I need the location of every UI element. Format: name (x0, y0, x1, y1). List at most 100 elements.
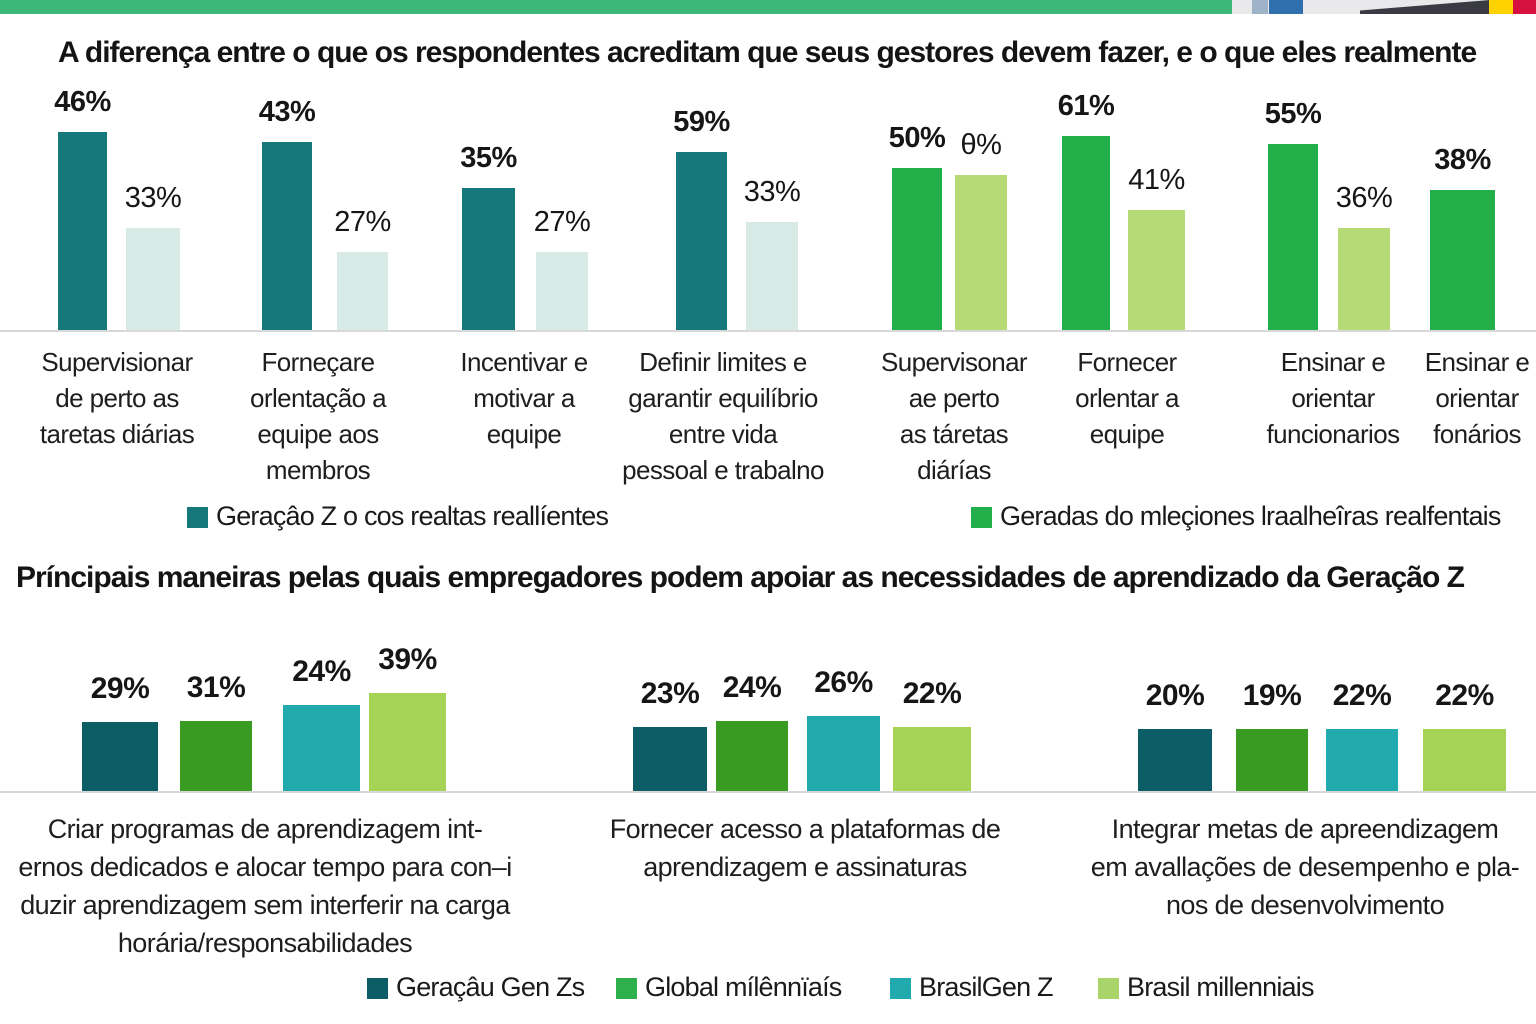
bar (1423, 729, 1506, 791)
bar (746, 222, 798, 330)
category-label: Criar programas de aprendizagem int-erno… (0, 810, 565, 962)
bar-value-label: 19% (1242, 679, 1302, 712)
chart2-title: Príncipais maneiras pelas quais empregad… (16, 561, 1465, 594)
bar (1268, 144, 1318, 330)
category-label-line: Ensinar e (1280, 347, 1386, 377)
bar-value-label: 41% (1128, 164, 1185, 196)
category-label-line: Criar programas de aprendizagem int- (47, 814, 483, 844)
brand-color-bar (0, 0, 1232, 14)
category-label: Supervisonar ae perto as táretas diárías (799, 344, 1109, 488)
category-label-line: duzir aprendizagem sem interferir na car… (20, 890, 510, 920)
legend-swatch (367, 978, 388, 999)
category-label: Forneçare orlentação a equipe aos membros (163, 344, 473, 488)
category-label-line: nos de desenvolvimento (1166, 890, 1445, 920)
bar-value-label: 31% (186, 671, 246, 704)
bar-value-label: 38% (1434, 144, 1491, 176)
bar-value-label: 23% (640, 677, 700, 710)
legend-label: Brasil millenniais (1127, 972, 1314, 1002)
bar (1338, 228, 1390, 330)
category-label: Ensinar e orientar funcionarios (1178, 344, 1488, 452)
bar (337, 252, 388, 330)
category-label-line: Incentivar e (460, 347, 588, 377)
category-label-line: orlentar a (1075, 383, 1179, 413)
legend-swatch (971, 507, 992, 528)
bar (262, 142, 312, 330)
bar (462, 188, 515, 330)
bar (369, 693, 446, 791)
category-label-line: Definir limites e (639, 347, 807, 377)
bar-value-label: 22% (902, 677, 962, 710)
bar-value-label: 22% (1435, 679, 1494, 712)
bar (633, 727, 707, 791)
bar-value-label: 46% (54, 86, 111, 118)
bar-value-label: 43% (258, 96, 316, 128)
bar (283, 705, 360, 791)
legend-label: Geradas do mleçiones lraalheîras realfen… (1000, 501, 1501, 531)
category-label-line: ae perto (908, 383, 1000, 413)
category-label-line: Supervisionar (41, 347, 193, 377)
category-label-line: fonários (1433, 419, 1521, 449)
category-label-line: pessoal e trabalno (622, 455, 824, 485)
category-label-line: orlentação a (250, 383, 387, 413)
category-label-line: orientar (1291, 383, 1375, 413)
photo-fragment-block (1252, 0, 1268, 14)
category-label-line: Fornecer (1077, 347, 1177, 377)
category-label-line: as táretas (899, 419, 1009, 449)
bar-value-label: θ% (960, 129, 1002, 161)
bar-value-label: 50% (888, 122, 946, 154)
bar (807, 716, 880, 791)
bar (1062, 136, 1110, 330)
bar (82, 722, 158, 791)
bar-value-label: 22% (1332, 679, 1392, 712)
bar (955, 175, 1007, 330)
category-label: Fornecer acesso a plataformas de aprendiz… (505, 810, 1105, 886)
bar (58, 132, 107, 330)
category-label-line: equipe (486, 419, 562, 449)
bar (180, 721, 252, 791)
category-label-line: equipe (1089, 419, 1165, 449)
category-label-line: aprendizagem e assinaturas (643, 852, 967, 882)
bar-value-label: 59% (673, 106, 730, 138)
bar-value-label: 24% (292, 655, 351, 688)
legend-swatch (890, 978, 911, 999)
legend-label: Geraçâu Gen Zs (396, 972, 585, 1002)
category-label-line: equipe aos (257, 419, 379, 449)
category-label-line: orientar (1435, 383, 1519, 413)
category-label-line: ernos dedicados e alocar tempo para con–… (18, 852, 512, 882)
category-label-line: de perto as (55, 383, 179, 413)
category-label-line: garantir equilíbrio (628, 383, 818, 413)
bar (676, 152, 727, 330)
photo-fragment-block (1269, 0, 1303, 14)
category-label-line: diárías (917, 455, 991, 485)
bar-value-label: 55% (1264, 98, 1322, 130)
bar (1128, 210, 1185, 330)
category-label-line: horária/responsabilidades (117, 928, 413, 958)
bar (716, 721, 788, 791)
photo-fragment-block (1489, 0, 1513, 14)
bar-value-label: 27% (533, 206, 591, 238)
category-label-line: taretas diárias (39, 419, 195, 449)
bar (1326, 729, 1398, 791)
legend-label: Global mílênnïaís (645, 972, 842, 1002)
category-label: Definir limites e garantir equilíbrio entr… (568, 344, 878, 488)
legend-swatch (187, 507, 208, 528)
photo-fragment-block (1513, 0, 1536, 14)
bar-value-label: 39% (378, 643, 437, 676)
bar-value-label: 29% (90, 672, 150, 705)
bar (126, 228, 180, 330)
bar-value-label: 35% (460, 142, 517, 174)
category-label-line: Ensinar e (1424, 347, 1530, 377)
category-label: Integrar metas de apreendizagem em avalla… (1005, 810, 1536, 924)
x-axis-line (0, 791, 1536, 793)
bar-value-label: 26% (814, 666, 873, 699)
bar-value-label: 61% (1057, 90, 1115, 122)
category-label-line: Forneçare (261, 347, 375, 377)
bar (1430, 190, 1495, 330)
category-label-line: motivar a (473, 383, 575, 413)
x-axis-line (0, 330, 1536, 332)
category-label: Fornecer orlentar a equipe (972, 344, 1282, 452)
category-label-line: funcionarios (1266, 419, 1401, 449)
